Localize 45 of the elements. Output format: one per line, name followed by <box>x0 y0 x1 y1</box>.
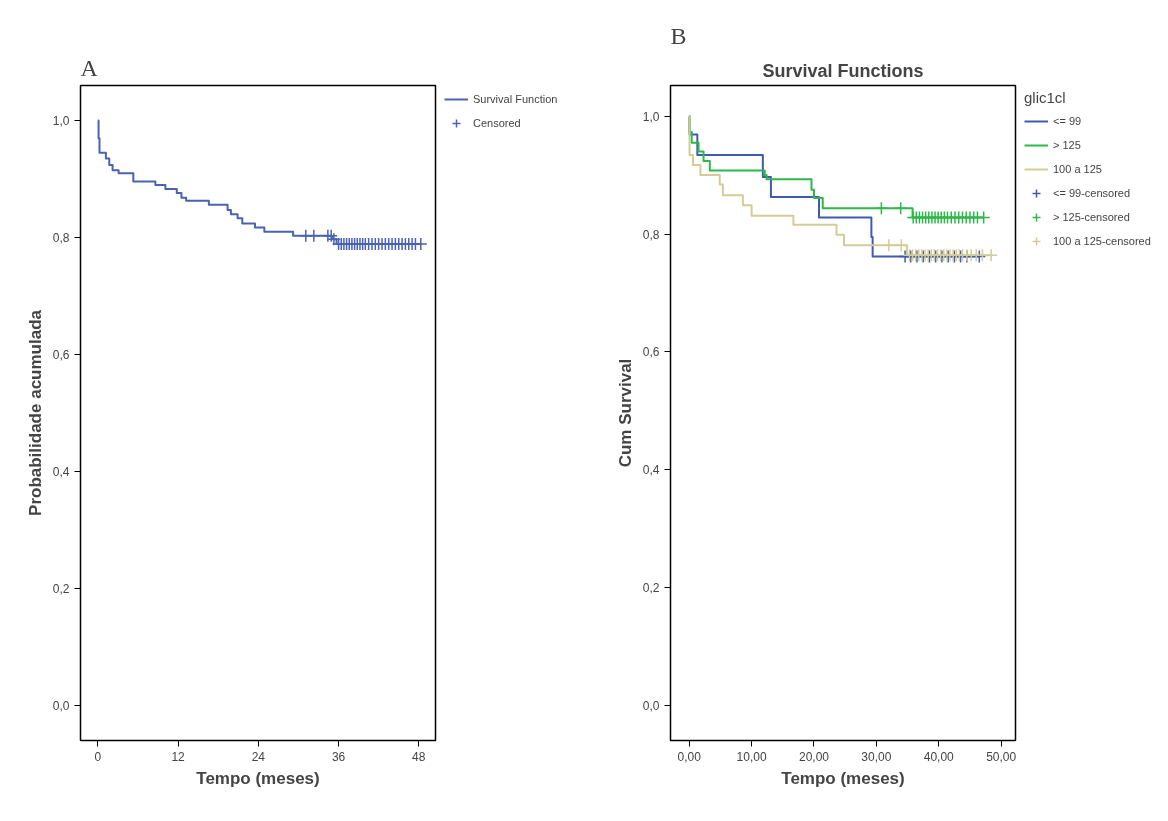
y-tick-label: 0,4 <box>642 463 660 478</box>
legend-label: > 125-censored <box>1053 211 1130 223</box>
y-tick-label: 0,6 <box>642 345 660 360</box>
text: B <box>670 22 687 49</box>
y-tick-label: 1,0 <box>642 109 660 124</box>
point <box>874 201 889 215</box>
x-tick-label: 30,00 <box>861 749 892 764</box>
legend-title: glic1cl <box>1024 89 1067 106</box>
x-axis-title: Tempo (meses) <box>781 768 905 788</box>
x-tick-label: 10,00 <box>736 749 767 764</box>
point <box>882 238 896 253</box>
x-tick-label: 20,00 <box>798 749 830 764</box>
x-tick-label: 36 <box>331 749 346 764</box>
y-tick-label: 0,4 <box>52 464 70 479</box>
point <box>893 201 908 215</box>
legend-label: <= 99 <box>1053 115 1082 127</box>
y-tick-label: 0,8 <box>52 231 70 246</box>
legend-label: > 125 <box>1053 139 1081 151</box>
chart-title: Survival Functions <box>762 60 924 81</box>
legend-label: Censored <box>473 117 521 129</box>
point <box>976 210 991 225</box>
legend-label: <= 99-censored <box>1053 187 1131 199</box>
point <box>984 248 998 263</box>
legend-label: 100 a 125-censored <box>1053 235 1151 247</box>
y-tick-label: 0,6 <box>52 348 70 363</box>
y-tick-label: 1,0 <box>52 114 70 129</box>
x-tick-label: 50,00 <box>986 749 1017 764</box>
y-tick-label: 0,0 <box>52 698 70 713</box>
x-tick-label: 12 <box>171 749 186 764</box>
y-tick-label: 0,2 <box>52 581 70 596</box>
legend-label: 100 a 125 <box>1053 163 1102 175</box>
x-tick-label: 48 <box>412 749 426 764</box>
y-axis-title: Probabilidade acumulada <box>25 309 45 516</box>
point <box>894 238 909 253</box>
y-axis-title: Cum Survival <box>615 358 635 468</box>
y-tick-label: 0,2 <box>642 581 660 596</box>
legend-label: Survival Function <box>473 93 558 105</box>
x-tick-label: 24 <box>251 749 266 764</box>
y-tick-label: 0,8 <box>642 227 660 242</box>
x-tick-label: 0,00 <box>677 749 702 764</box>
y-tick-label: 0,0 <box>642 699 660 714</box>
x-axis-title: Tempo (meses) <box>196 768 320 788</box>
x-tick-label: 40,00 <box>923 749 955 764</box>
x-tick-label: 0 <box>94 749 102 764</box>
text: A <box>80 54 99 81</box>
